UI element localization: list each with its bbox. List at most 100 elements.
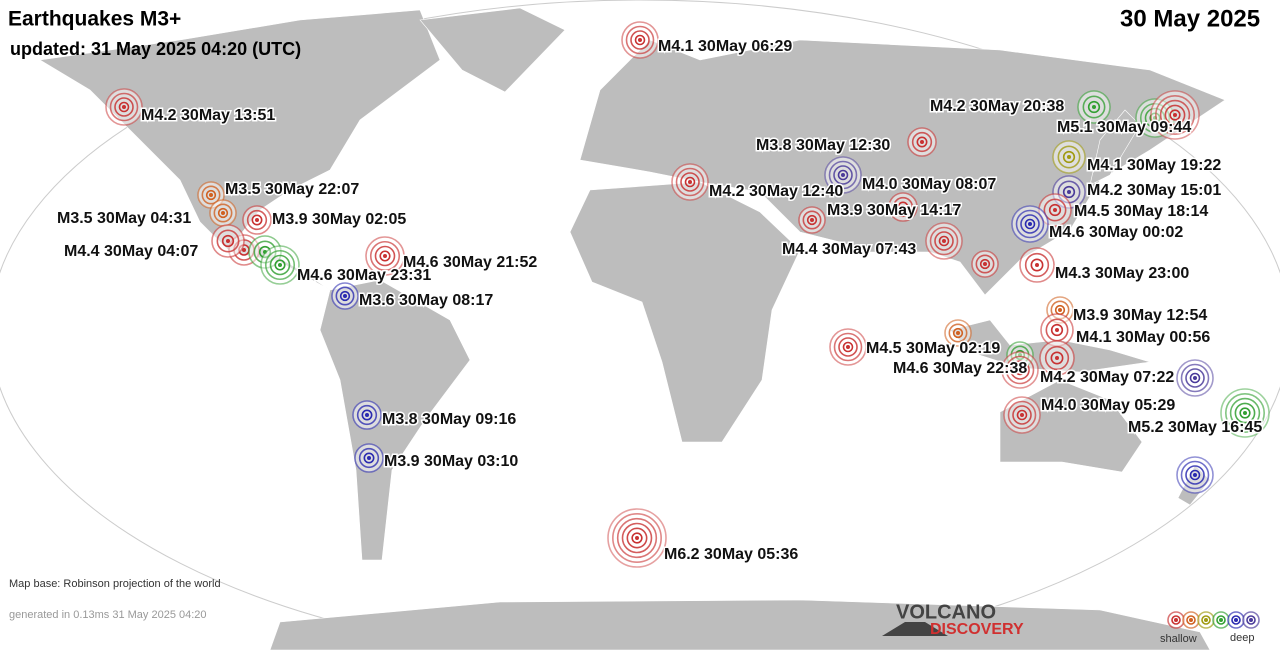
quake-ring: [938, 235, 950, 247]
quake-ring: [837, 169, 849, 181]
quake-center: [221, 211, 225, 215]
quake-ring: [1185, 465, 1205, 485]
quake-label: M4.6 30May 21:52: [403, 254, 537, 271]
logo-volcano-icon: [882, 622, 948, 636]
quake-marker: [1212, 611, 1230, 629]
quake-ring: [114, 97, 134, 117]
quake-ring: [612, 513, 662, 563]
quake-ring: [1246, 615, 1256, 625]
quake-ring: [1007, 400, 1037, 430]
quake-ring: [1216, 615, 1226, 625]
quake-marker: [607, 508, 667, 568]
quake-marker: [829, 328, 867, 366]
quake-marker: [1077, 90, 1111, 124]
quake-marker: [354, 443, 384, 473]
quake-center: [1028, 222, 1032, 226]
quake-center: [365, 413, 369, 417]
quake-center: [810, 218, 814, 222]
quake-marker: [1001, 351, 1039, 389]
quake-center: [209, 193, 213, 197]
quake-center: [1092, 105, 1096, 109]
quake-ring: [1087, 100, 1101, 114]
quake-ring: [356, 404, 378, 426]
quake-center: [1193, 473, 1197, 477]
quake-ring: [626, 527, 648, 549]
quake-ring: [1159, 99, 1191, 131]
quake-ring: [1171, 615, 1181, 625]
greenland: [419, 7, 566, 93]
quake-label: M4.5 30May 18:14: [1074, 203, 1208, 220]
legend-deep: deep: [1230, 632, 1254, 644]
quake-ring: [1014, 364, 1026, 376]
date: 30 May 2025: [1120, 5, 1260, 32]
quake-ring: [213, 203, 233, 223]
quake-center: [255, 218, 259, 222]
quake-ring: [211, 224, 245, 258]
quake-marker: [209, 199, 237, 227]
quake-ring: [1180, 460, 1210, 490]
quake-ring: [1012, 405, 1032, 425]
quake-label: M4.1 30May 19:22: [1087, 157, 1221, 174]
quake-ring: [1020, 214, 1040, 234]
quake-marker: [944, 319, 972, 347]
quake-ring: [631, 532, 643, 544]
quake-ring: [361, 409, 373, 421]
quake-ring: [907, 127, 937, 157]
generated-note: generated in 0.13ms 31 May 2025 04:20: [9, 609, 207, 621]
quake-label: M3.5 30May 04:31: [57, 210, 191, 227]
quake-marker: [1052, 140, 1086, 174]
quake-ring: [684, 176, 696, 188]
quake-ring: [216, 229, 240, 253]
quake-ring: [1164, 104, 1186, 126]
quake-center: [1035, 263, 1039, 267]
quake-ring: [246, 209, 268, 231]
quake-center: [1058, 308, 1062, 312]
quake-label: M3.9 30May 03:10: [384, 453, 518, 470]
quake-center: [1174, 618, 1178, 622]
quake-ring: [369, 240, 401, 272]
quake-ring: [1189, 469, 1201, 481]
quake-marker: [671, 163, 709, 201]
quake-ring: [607, 508, 667, 568]
quake-ring: [1150, 90, 1200, 140]
quake-center: [1173, 113, 1177, 117]
quake-ring: [1015, 209, 1045, 239]
quake-center: [1234, 618, 1238, 622]
quake-center: [122, 105, 126, 109]
quake-ring: [680, 172, 700, 192]
quake-ring: [1057, 145, 1081, 169]
quake-ring: [109, 92, 139, 122]
quake-ring: [1024, 218, 1036, 230]
quake-ring: [335, 286, 355, 306]
quake-center: [1243, 411, 1247, 415]
quake-ring: [358, 447, 380, 469]
quake-center: [383, 254, 387, 258]
quake-ring: [1155, 95, 1196, 136]
quake-ring: [829, 328, 867, 366]
quake-center: [846, 345, 850, 349]
quake-label: M3.5 30May 22:07: [225, 181, 359, 198]
quake-label: M4.6 30May 00:02: [1049, 224, 1183, 241]
japan: [1089, 109, 1141, 186]
quake-marker: [888, 192, 918, 222]
quake-marker: [1003, 396, 1041, 434]
quake-ring: [339, 290, 351, 302]
quake-label: M4.3 30May 23:00: [1055, 265, 1189, 282]
quake-label: M4.2 30May 15:01: [1087, 182, 1221, 199]
logo-bottom: DISCOVERY: [930, 621, 1024, 638]
quake-label: M4.0 30May 08:07: [862, 176, 996, 193]
quake-ring: [838, 337, 858, 357]
quake-marker: [925, 222, 963, 260]
quake-ring: [1186, 615, 1196, 625]
quake-marker: [1182, 611, 1200, 629]
quake-ring: [105, 88, 143, 126]
quake-ring: [975, 254, 995, 274]
quake-center: [1204, 618, 1208, 622]
quake-ring: [331, 282, 359, 310]
quake-center: [638, 38, 642, 42]
quake-label: M3.6 30May 08:17: [359, 292, 493, 309]
quake-ring: [1185, 368, 1205, 388]
quake-ring: [354, 443, 384, 473]
quake-marker: [365, 236, 405, 276]
